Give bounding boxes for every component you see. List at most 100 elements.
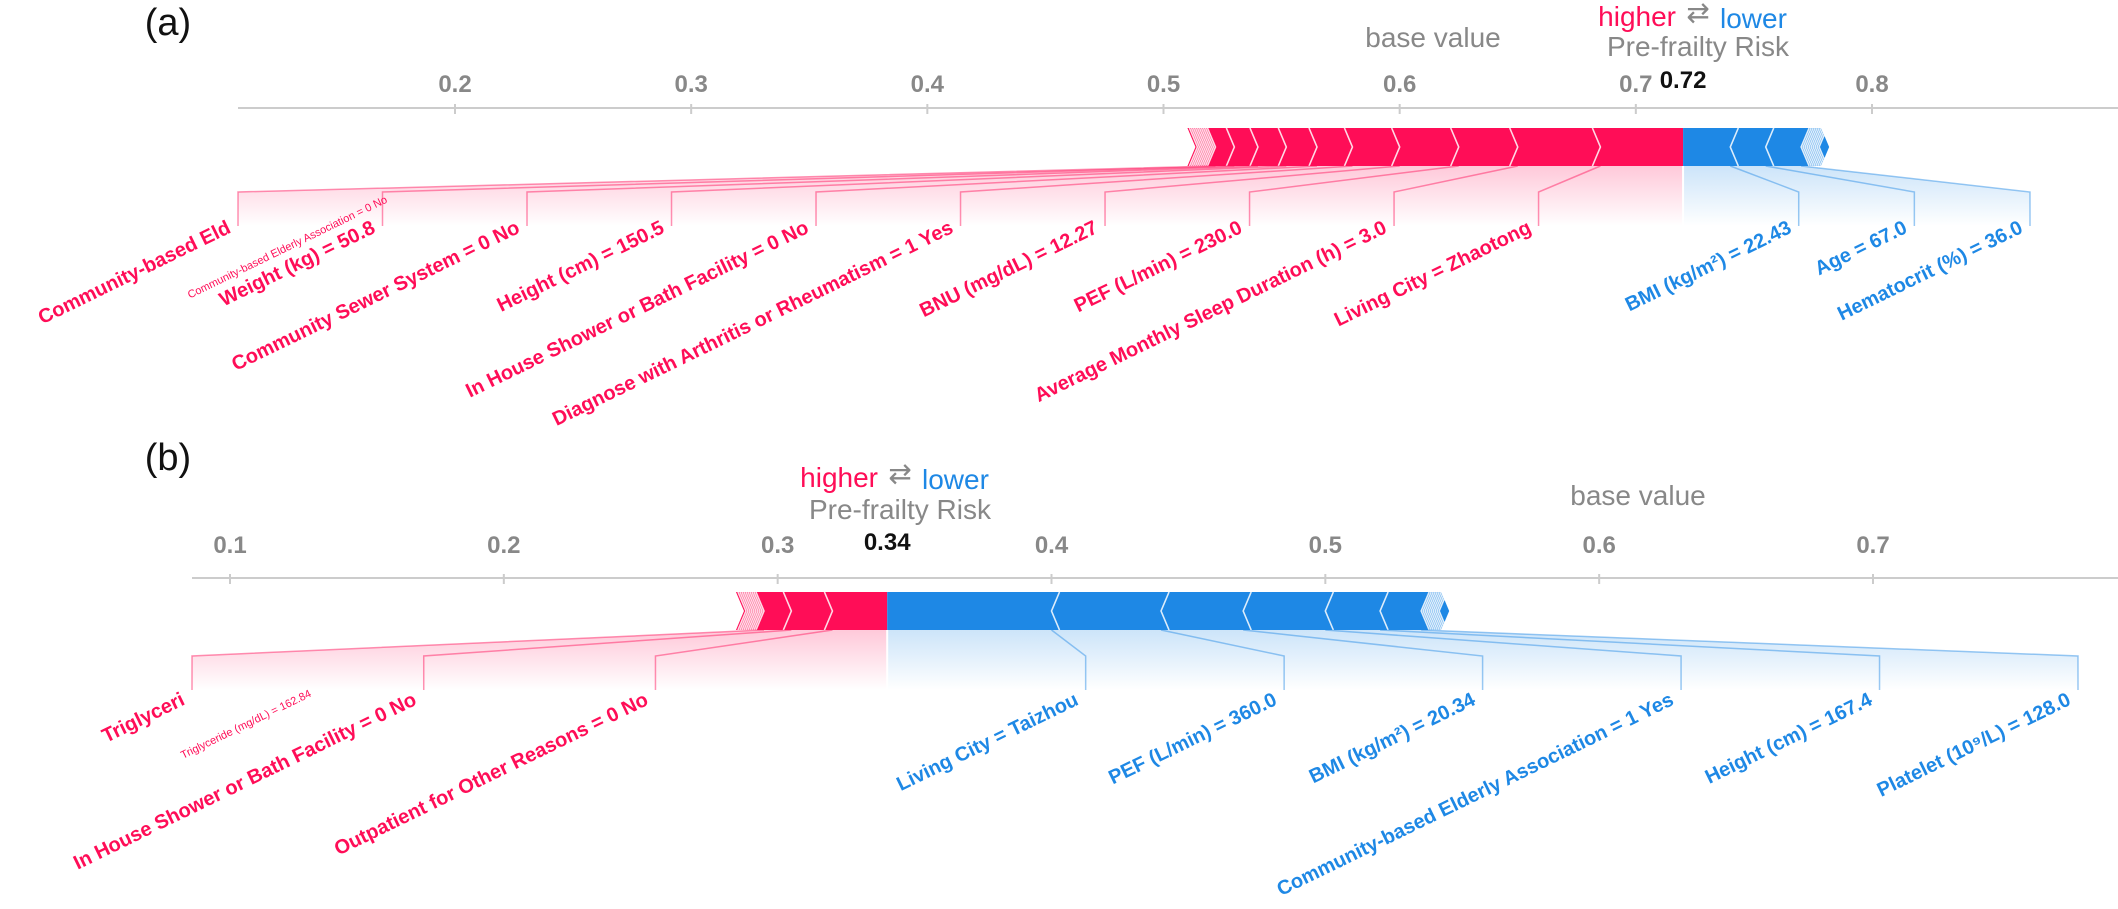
output-value-label: 0.34	[864, 529, 911, 556]
negative-feature-chevron	[1160, 591, 1170, 631]
positive-connector	[526, 165, 1258, 226]
legend-arrows: ⇄	[1686, 0, 1709, 28]
positive-connector	[1393, 165, 1518, 226]
x-tick-label: 0.5	[1147, 71, 1180, 98]
positive-connector	[1104, 165, 1400, 226]
positive-tail-chevron	[1200, 127, 1211, 167]
negative-tail-chevron	[1812, 127, 1822, 167]
x-tick-label: 0.2	[487, 532, 520, 559]
positive-connector	[815, 165, 1318, 226]
x-tick-label: 0.3	[761, 532, 794, 559]
negative-tail-chevron	[1426, 591, 1436, 631]
x-tick-label: 0.6	[1383, 71, 1416, 98]
negative-tail-chevron	[1430, 591, 1440, 631]
negative-fan-area	[1380, 630, 2078, 690]
x-tick-label: 0.7	[1619, 71, 1652, 98]
panel-letter: (b)	[145, 437, 191, 479]
negative-connector	[1765, 165, 1916, 226]
negative-bar	[1683, 128, 1830, 166]
positive-fan-area	[382, 166, 1258, 226]
positive-tail-chevron	[739, 591, 749, 631]
positive-bar	[735, 592, 888, 630]
positive-tail-chevron	[741, 591, 751, 631]
positive-feature-label: Community Sewer System = 0 No	[228, 217, 523, 376]
negative-tail-chevron	[1424, 591, 1434, 631]
positive-feature-chevron	[1343, 127, 1354, 167]
x-tick-label: 0.2	[438, 71, 471, 98]
panel-letter: (a)	[145, 2, 191, 44]
positive-connector	[381, 165, 1235, 226]
positive-tail-chevron	[1188, 127, 1199, 167]
legend-higher: higher	[1598, 1, 1676, 32]
negative-connector	[1421, 629, 2079, 690]
negative-feature-label-group: Height (cm) = 167.4	[1702, 688, 1877, 788]
positive-bar	[1187, 128, 1684, 166]
positive-feature-label-group: Community Sewer System = 0 No	[228, 217, 523, 376]
negative-feature-label: BMI (kg/m²) = 22.43	[1622, 217, 1795, 316]
positive-tail-chevron	[737, 591, 747, 631]
negative-fan-area	[887, 630, 1086, 690]
legend-output-name: Pre-frailty Risk	[809, 494, 992, 525]
legend-output-name: Pre-frailty Risk	[1607, 31, 1790, 62]
positive-feature-chevron	[1449, 127, 1460, 167]
negative-tail-chevron	[1436, 591, 1446, 631]
positive-feature-chevron	[1591, 127, 1602, 167]
negative-fan-area	[1730, 166, 1915, 226]
positive-tail-chevron	[751, 591, 761, 631]
negative-connector	[1243, 629, 1484, 690]
positive-fan-area	[960, 166, 1400, 226]
negative-feature-chevron	[1050, 591, 1061, 631]
positive-fan-area	[1105, 166, 1459, 226]
base-value-label: base value	[1365, 22, 1500, 53]
positive-connector	[670, 165, 1287, 226]
positive-fan-area	[192, 630, 792, 690]
positive-feature-chevron	[1277, 127, 1288, 167]
negative-feature-label: BMI (kg/m²) = 20.34	[1306, 688, 1480, 788]
negative-tail-chevron	[1818, 127, 1828, 167]
negative-connector	[1160, 629, 1285, 690]
positive-tail-chevron	[1196, 127, 1207, 167]
negative-feature-chevron	[1420, 591, 1430, 631]
positive-feature-label-group: Triglyceri	[99, 689, 189, 748]
negative-tail-chevron	[1806, 127, 1816, 167]
negative-feature-label: Living City = Taizhou	[893, 689, 1082, 796]
negative-feature-label-group: PEF (L/min) = 360.0	[1105, 689, 1280, 789]
negative-tail-chevron	[1434, 591, 1444, 631]
positive-connector	[422, 629, 792, 690]
positive-tail-chevron	[743, 591, 753, 631]
positive-tail-chevron	[1202, 127, 1213, 167]
negative-feature-label-group: Platelet (10⁹/L) = 128.0	[1874, 689, 2075, 802]
negative-fan-area	[1161, 630, 1483, 690]
positive-feature-label: Triglyceri	[99, 689, 189, 748]
positive-feature-chevron	[755, 591, 765, 631]
x-tick-label: 0.4	[1035, 532, 1069, 559]
positive-feature-chevron	[1225, 127, 1236, 167]
positive-fan-area	[1249, 166, 1518, 226]
negative-feature-label: Platelet (10⁹/L) = 128.0	[1874, 689, 2075, 802]
negative-connector	[1380, 629, 1881, 690]
negative-feature-label: Community-based Elderly Association = 1 …	[1273, 689, 1677, 901]
negative-tail-chevron	[1808, 127, 1818, 167]
negative-connector	[1325, 629, 1682, 690]
positive-fan-area	[1394, 166, 1601, 226]
negative-tail-chevron	[1438, 591, 1448, 631]
negative-tail-chevron	[1814, 127, 1824, 167]
positive-tail-chevron	[1194, 127, 1205, 167]
positive-connector	[1248, 165, 1459, 226]
positive-fan-area	[1538, 166, 1684, 226]
positive-tail-chevron	[745, 591, 755, 631]
positive-tail-chevron	[1204, 127, 1215, 167]
positive-tail-chevron	[753, 591, 763, 631]
positive-connector	[654, 629, 833, 690]
negative-fan-area	[1051, 630, 1285, 690]
negative-feature-label: PEF (L/min) = 360.0	[1105, 689, 1280, 789]
positive-connector	[237, 165, 1216, 226]
negative-fan-area	[1243, 630, 1682, 690]
output-value-label: 0.72	[1660, 67, 1707, 94]
negative-tail-chevron	[1816, 127, 1826, 167]
positive-feature-chevron	[1390, 127, 1401, 167]
positive-feature-label-group: Community-based Eld	[35, 217, 234, 329]
positive-feature-chevron	[823, 591, 834, 631]
